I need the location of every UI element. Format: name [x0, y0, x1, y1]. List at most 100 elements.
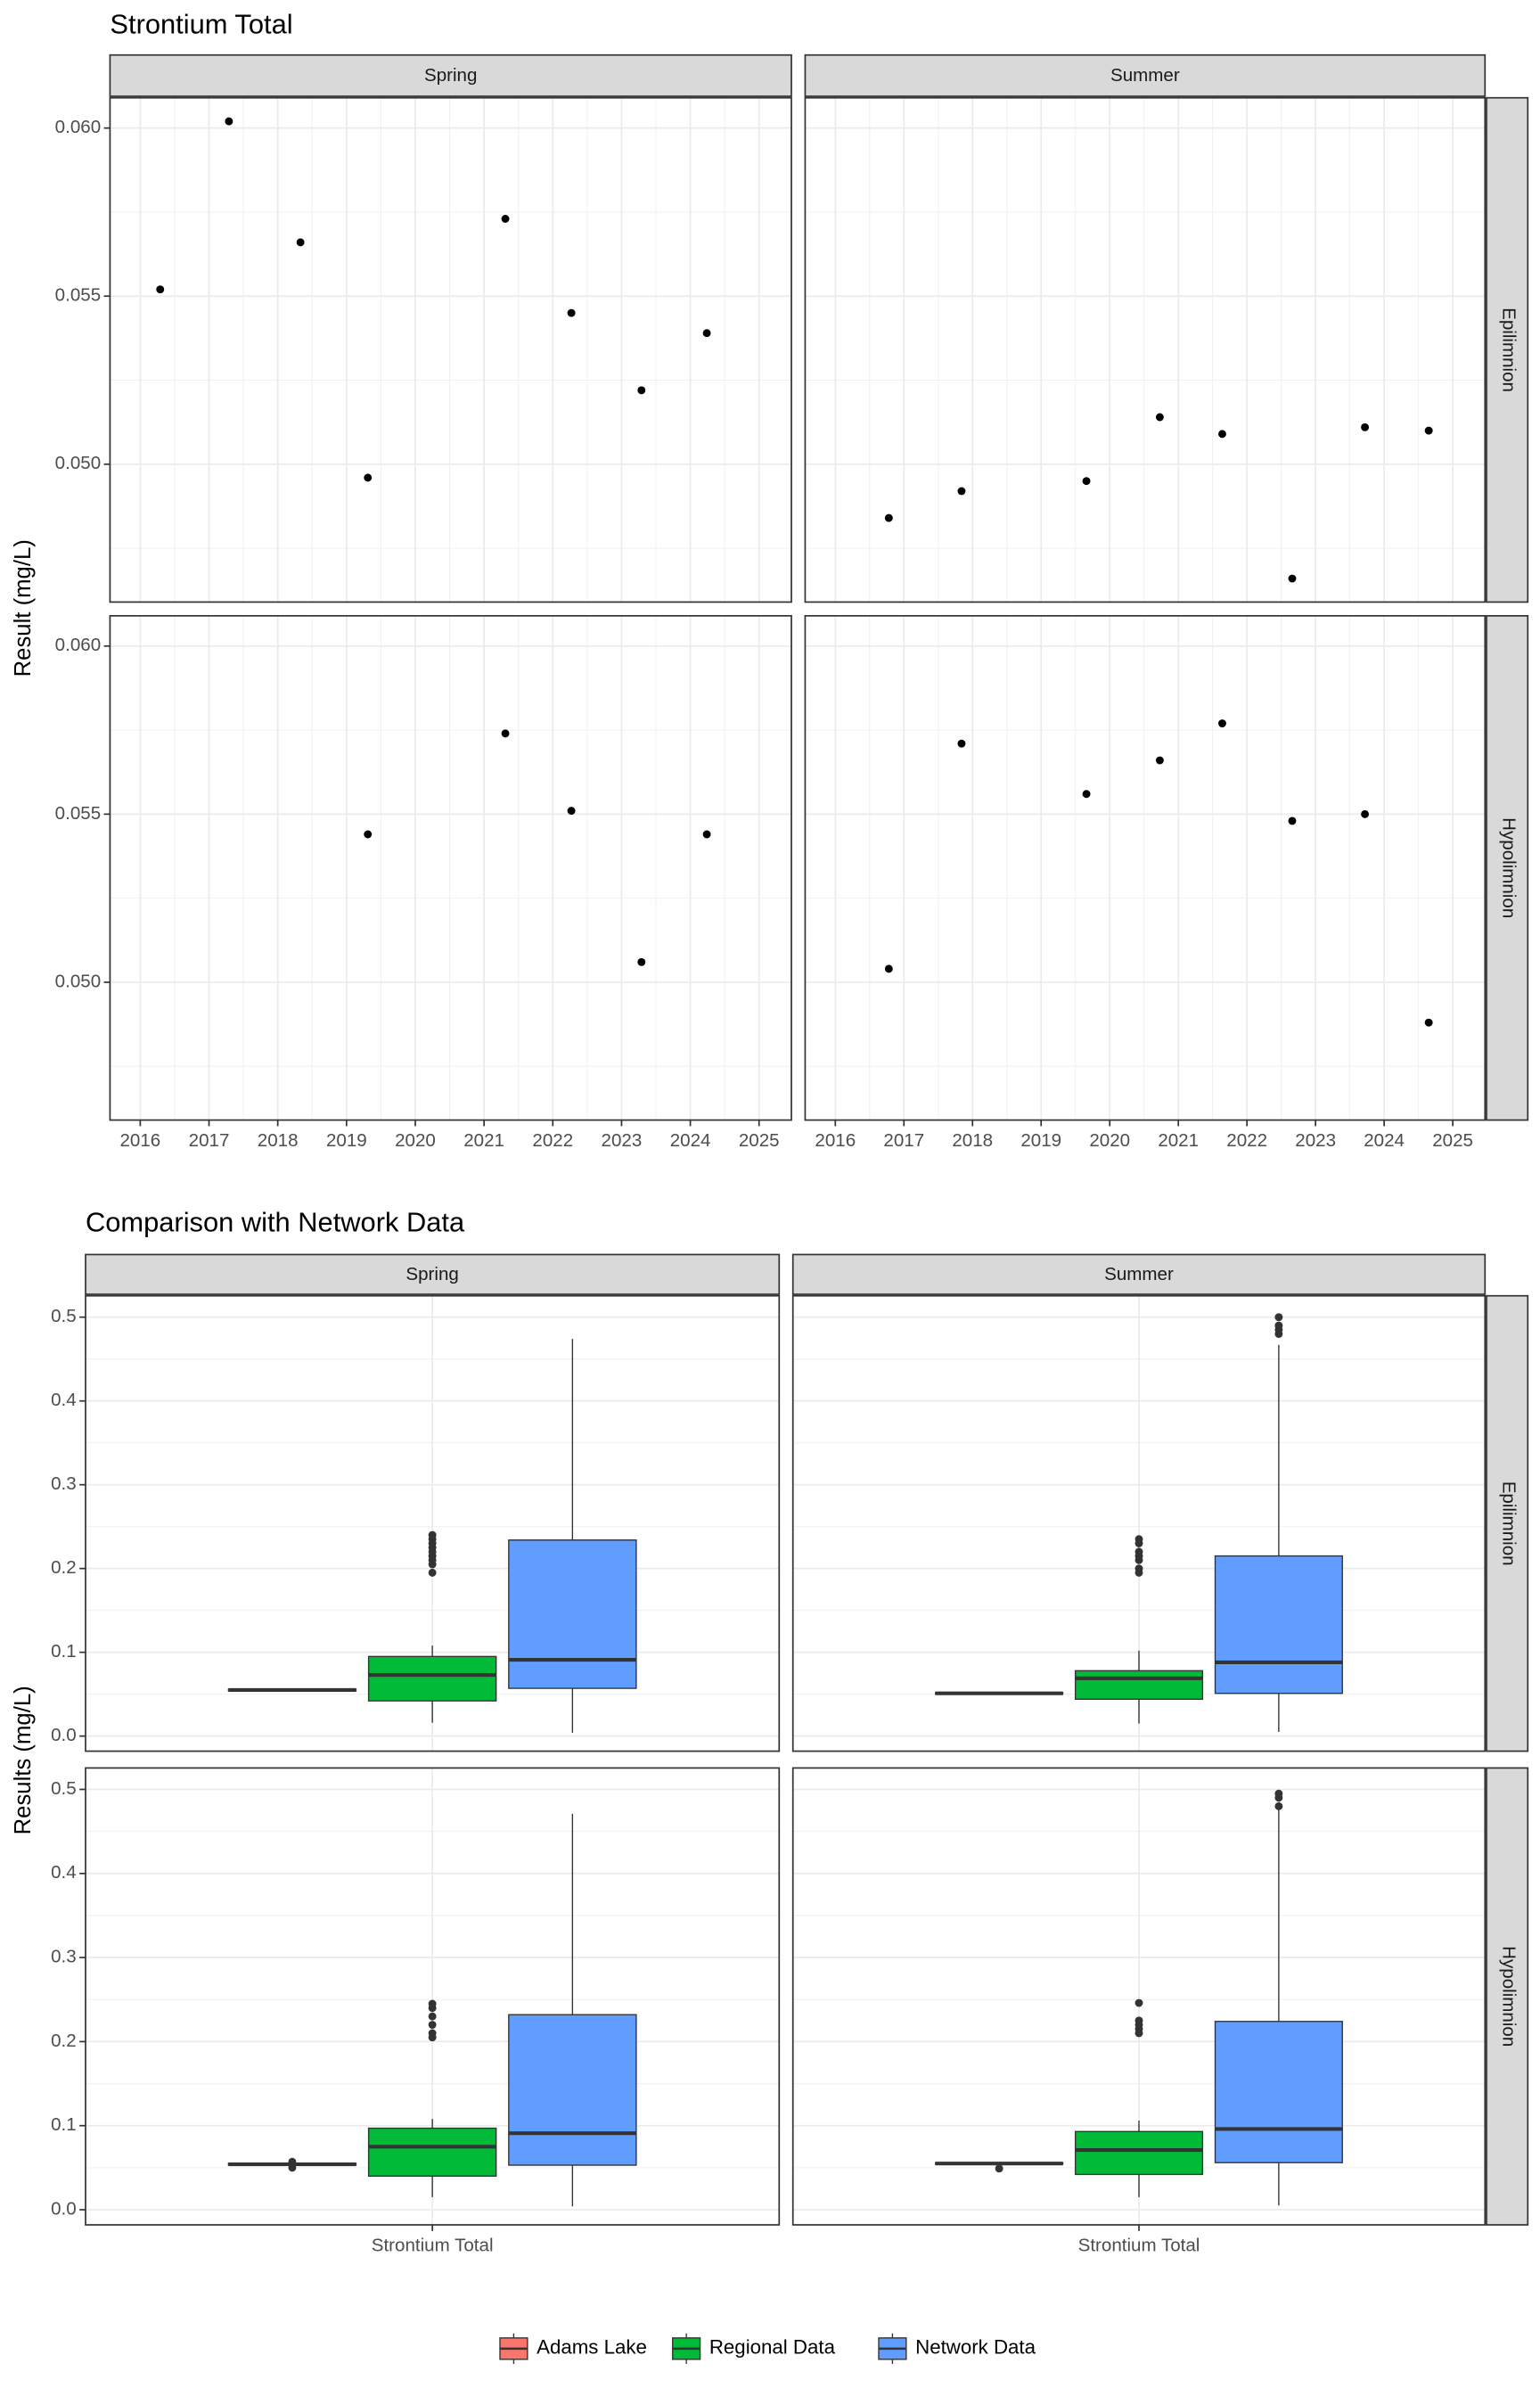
strip	[1486, 1294, 1529, 1752]
chart-title: Strontium Total	[110, 8, 292, 39]
data-point	[1424, 426, 1433, 435]
strip	[85, 1253, 781, 1295]
y-tick-label: 0.4	[51, 1390, 77, 1410]
strip	[791, 1253, 1487, 1295]
outlier	[1274, 1313, 1283, 1322]
y-axis-title: Result (mg/L)	[11, 539, 36, 677]
y-tick-label: 0.3	[51, 1473, 77, 1494]
x-tick-label: Strontium Total	[1078, 2235, 1200, 2255]
data-point	[567, 308, 576, 317]
x-tick-label: 2025	[739, 1130, 780, 1151]
y-tick-label: 0.0	[51, 2198, 77, 2219]
y-tick-label: 0.1	[51, 1641, 77, 1662]
x-tick-label: 2018	[258, 1130, 299, 1151]
x-tick-label: 2021	[463, 1130, 504, 1151]
data-point	[1155, 756, 1164, 765]
chart-title: Comparison with Network Data	[86, 1206, 465, 1237]
outlier	[428, 1999, 437, 2008]
x-tick-label: 2017	[189, 1130, 230, 1151]
strip-label: Epilimnion	[1499, 308, 1520, 392]
data-point	[296, 238, 305, 247]
outlier	[428, 2012, 437, 2021]
data-point	[884, 513, 893, 522]
outlier	[1135, 1535, 1143, 1544]
x-tick-label: 2023	[1295, 1130, 1336, 1151]
y-tick-label: 0.0	[51, 1725, 77, 1745]
box	[1074, 2130, 1204, 2176]
box	[508, 2014, 637, 2166]
box	[1214, 2021, 1343, 2163]
box	[367, 1655, 497, 1702]
x-tick-label: 2025	[1432, 1130, 1473, 1151]
outlier	[1274, 1801, 1283, 1810]
data-point	[702, 329, 711, 338]
x-tick-label: 2024	[670, 1130, 711, 1151]
outlier	[428, 1530, 437, 1539]
box	[1074, 1670, 1204, 1700]
panel-border	[791, 1294, 1487, 1752]
data-point	[567, 807, 576, 816]
outlier	[1135, 1547, 1143, 1556]
panel-border	[109, 96, 792, 603]
strip	[1486, 615, 1529, 1121]
y-tick-label: 0.2	[51, 2031, 77, 2051]
panel-border	[109, 615, 792, 1121]
data-point	[884, 964, 893, 973]
legend-label: Regional Data	[709, 2336, 836, 2359]
data-point	[1082, 790, 1091, 799]
x-tick-label: 2020	[1089, 1130, 1130, 1151]
outlier	[1135, 1998, 1143, 2007]
data-point	[1218, 430, 1226, 439]
data-point	[364, 473, 373, 482]
outlier	[1135, 2016, 1143, 2025]
outlier	[288, 2157, 297, 2166]
panel-background	[805, 615, 1486, 1120]
strip-label: Hypolimnion	[1499, 1946, 1520, 2047]
legend-label: Network Data	[915, 2336, 1036, 2359]
y-tick-label: 0.060	[55, 117, 101, 137]
y-tick-label: 0.3	[51, 1947, 77, 1967]
panel-background	[110, 615, 791, 1120]
outlier	[995, 2164, 1003, 2173]
x-tick-label: 2019	[1020, 1130, 1061, 1151]
box	[508, 1539, 637, 1689]
data-point	[957, 487, 966, 496]
data-point	[1218, 719, 1226, 727]
strip-label: Epilimnion	[1499, 1481, 1520, 1566]
outlier	[428, 2021, 437, 2030]
data-point	[225, 117, 233, 126]
x-tick-label: 2018	[952, 1130, 993, 1151]
x-tick-label: 2022	[532, 1130, 573, 1151]
y-tick-label: 0.5	[51, 1778, 77, 1799]
x-tick-label: Strontium Total	[372, 2235, 494, 2255]
outlier	[1274, 1789, 1283, 1798]
box	[1214, 1555, 1343, 1694]
strip	[1486, 1767, 1529, 2226]
data-point	[501, 729, 510, 738]
data-point	[1361, 423, 1370, 431]
outlier	[428, 1568, 437, 1577]
strip-label: Hypolimnion	[1499, 817, 1520, 918]
panel-border	[804, 615, 1487, 1121]
y-tick-label: 0.1	[51, 2114, 77, 2135]
data-point	[957, 739, 966, 748]
panel-border	[804, 96, 1487, 603]
data-point	[1288, 574, 1297, 583]
strip-label: Spring	[405, 1264, 458, 1284]
x-tick-label: 2016	[120, 1130, 161, 1151]
x-tick-label: 2020	[395, 1130, 436, 1151]
panel-background	[110, 97, 791, 603]
data-point	[1361, 809, 1370, 818]
strip	[109, 53, 792, 97]
y-tick-label: 0.5	[51, 1306, 77, 1326]
y-tick-label: 0.050	[55, 453, 101, 473]
data-point	[1155, 413, 1164, 422]
y-tick-label: 0.055	[55, 803, 101, 824]
y-tick-label: 0.050	[55, 971, 101, 991]
x-tick-label: 2023	[602, 1130, 643, 1151]
y-axis-title: Results (mg/L)	[11, 1686, 36, 1834]
data-point	[1424, 1018, 1433, 1027]
data-point	[364, 830, 373, 839]
